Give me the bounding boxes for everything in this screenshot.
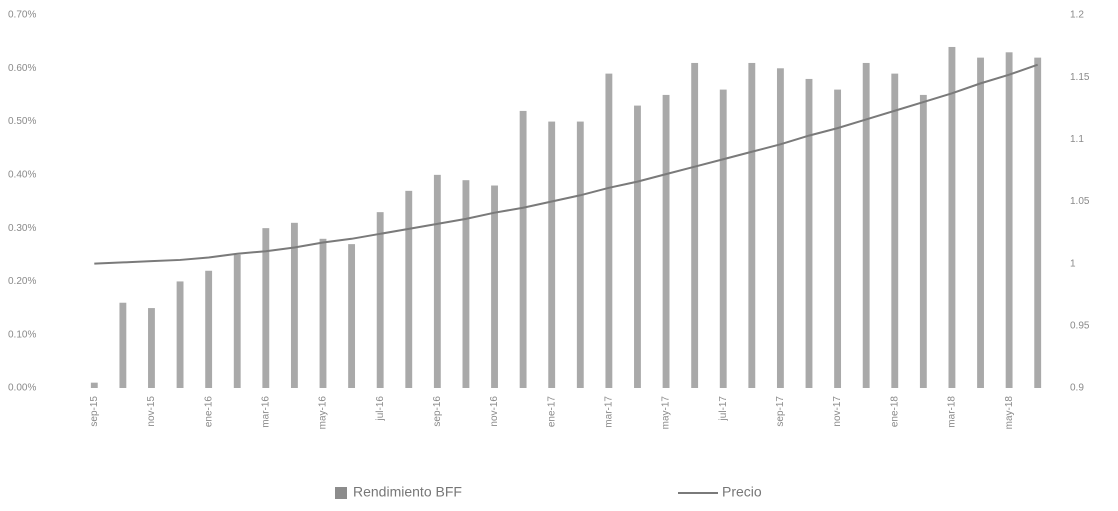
y-tick-label: 0.70% — [8, 10, 36, 21]
x-tick-label: ene-16 — [203, 396, 214, 428]
y2-tick-label: 1 — [1070, 258, 1076, 269]
bar — [834, 90, 841, 388]
legend-swatch — [335, 487, 347, 499]
legend-label: Precio — [722, 484, 762, 500]
y2-tick-label: 1.2 — [1070, 10, 1084, 21]
legend-label: Rendimiento BFF — [353, 484, 462, 500]
bar — [949, 47, 956, 388]
bar — [1006, 52, 1013, 388]
bar — [1034, 58, 1041, 388]
y2-tick-label: 1.1 — [1070, 134, 1084, 145]
bar — [119, 303, 126, 388]
x-tick-label: ene-18 — [889, 396, 900, 428]
bar — [405, 191, 412, 388]
bar — [177, 281, 184, 388]
x-tick-label: may-17 — [661, 396, 672, 430]
x-tick-label: sep-15 — [89, 396, 100, 427]
y2-tick-label: 1.15 — [1070, 72, 1090, 83]
y-tick-label: 0.30% — [8, 223, 36, 234]
bar — [205, 271, 212, 388]
y-tick-label: 0.60% — [8, 63, 36, 74]
y-tick-label: 0.50% — [8, 116, 36, 127]
bar — [348, 244, 355, 388]
bar — [920, 95, 927, 388]
bar — [691, 63, 698, 388]
x-tick-label: nov-15 — [146, 396, 157, 427]
y2-tick-label: 1.05 — [1070, 196, 1090, 207]
x-tick-label: may-18 — [1004, 396, 1015, 430]
y-tick-label: 0.00% — [8, 383, 36, 394]
x-tick-label: mar-18 — [947, 396, 958, 428]
bar — [463, 180, 470, 388]
bar — [148, 308, 155, 388]
bar — [720, 90, 727, 388]
y2-tick-label: 0.9 — [1070, 383, 1084, 394]
bar — [977, 58, 984, 388]
bar — [520, 111, 527, 388]
bar — [748, 63, 755, 388]
bar — [234, 255, 241, 388]
x-tick-label: jul-16 — [375, 396, 386, 422]
y2-tick-label: 0.95 — [1070, 320, 1090, 331]
bar — [434, 175, 441, 388]
bar — [806, 79, 813, 388]
x-tick-label: nov-17 — [832, 396, 843, 427]
y-tick-label: 0.10% — [8, 329, 36, 340]
x-tick-label: sep-17 — [775, 396, 786, 427]
x-tick-label: may-16 — [318, 396, 329, 430]
bar — [491, 186, 498, 388]
y-tick-label: 0.40% — [8, 169, 36, 180]
x-tick-label: mar-17 — [604, 396, 615, 428]
chart: 0.00% 0.10% 0.20% 0.30% 0.40% 0.50% 0.60% 0.70%… — [0, 0, 1118, 511]
bar — [634, 106, 641, 388]
page: {"chart_data": {"type": "bar", "categori… — [0, 0, 1118, 511]
bar — [548, 122, 555, 388]
bar — [377, 212, 384, 388]
bar — [863, 63, 870, 388]
bar — [663, 95, 670, 388]
bar — [91, 383, 98, 388]
bar — [777, 68, 784, 388]
bar — [605, 74, 612, 388]
x-tick-label: nov-16 — [489, 396, 500, 427]
x-tick-label: ene-17 — [546, 396, 557, 428]
legend: Rendimiento BFF Precio — [335, 484, 762, 500]
bar — [320, 239, 327, 388]
x-tick-label: jul-17 — [718, 396, 729, 422]
bar — [577, 122, 584, 388]
y-tick-label: 0.20% — [8, 276, 36, 287]
x-tick-label: sep-16 — [432, 396, 443, 427]
bar — [891, 74, 898, 388]
x-tick-label: mar-16 — [260, 396, 271, 428]
